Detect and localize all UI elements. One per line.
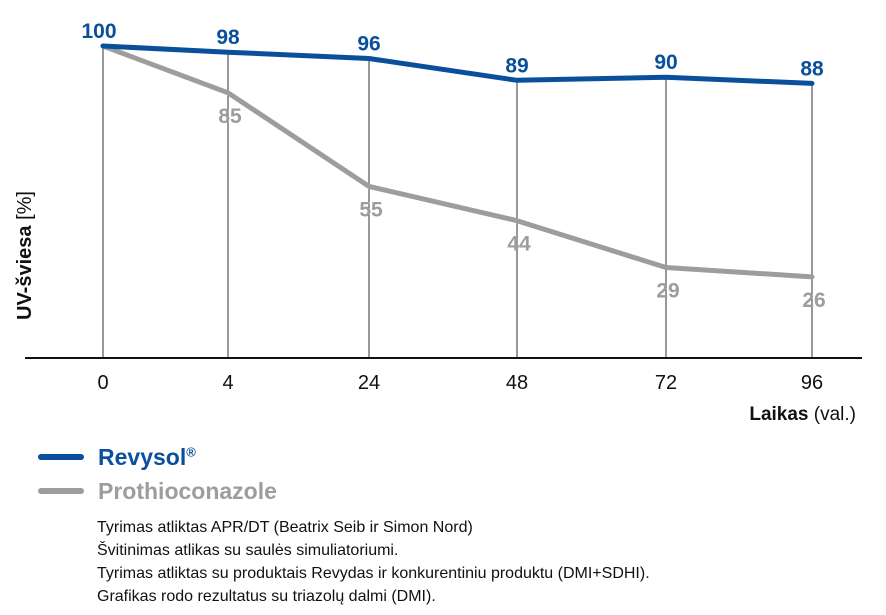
note-line: Tyrimas atliktas su produktais Revydas i… (97, 565, 650, 582)
legend-swatch-revysol (38, 454, 84, 460)
data-label-revysol: 96 (357, 32, 380, 55)
data-label-prothioconazole: 44 (507, 233, 531, 256)
legend-label-prothioconazole: Prothioconazole (98, 477, 277, 504)
data-label-prothioconazole: 29 (656, 280, 679, 303)
revysol-line (100, 43, 815, 86)
x-tick-label: 48 (506, 372, 528, 394)
note-line: Tyrimas atliktas APR/DT (Beatrix Seib ir… (97, 519, 473, 536)
data-label-revysol: 90 (654, 51, 677, 74)
note-line: Grafikas rodo rezultatus su triazolų dal… (97, 588, 436, 605)
data-label-revysol: 89 (505, 54, 528, 77)
legend-item-prothioconazole: Prothioconazole (38, 474, 277, 508)
x-tick-label: 24 (358, 372, 380, 394)
x-tick-label: 0 (97, 372, 108, 394)
x-tick-label: 4 (222, 372, 233, 394)
x-axis-label: Laikas (val.) (749, 404, 856, 425)
data-label-revysol: 100 (81, 20, 116, 43)
data-label-revysol: 88 (800, 57, 824, 80)
data-label-prothioconazole: 26 (802, 289, 825, 312)
note-line: Švitinimas atlikas su saulės simuliatori… (97, 542, 399, 559)
data-label-revysol: 98 (216, 26, 240, 49)
data-label-prothioconazole: 85 (218, 105, 242, 128)
x-tick-label: 72 (655, 372, 677, 394)
legend-item-revysol: Revysol® (38, 440, 277, 474)
x-tick-label: 96 (801, 372, 823, 394)
legend-swatch-prothioconazole (38, 488, 84, 494)
y-axis-label: UV-šviesa [%] (14, 191, 36, 320)
line-chart: 0 4 24 48 72 96 100 98 96 89 90 88 85 55 44 29 26 (25, 20, 862, 394)
legend: Revysol® Prothioconazole (38, 440, 277, 508)
prothioconazole-line (100, 43, 815, 280)
study-notes: Tyrimas atliktas APR/DT (Beatrix Seib ir… (97, 516, 650, 608)
data-label-prothioconazole: 55 (359, 198, 383, 221)
legend-label-revysol: Revysol® (98, 443, 196, 470)
